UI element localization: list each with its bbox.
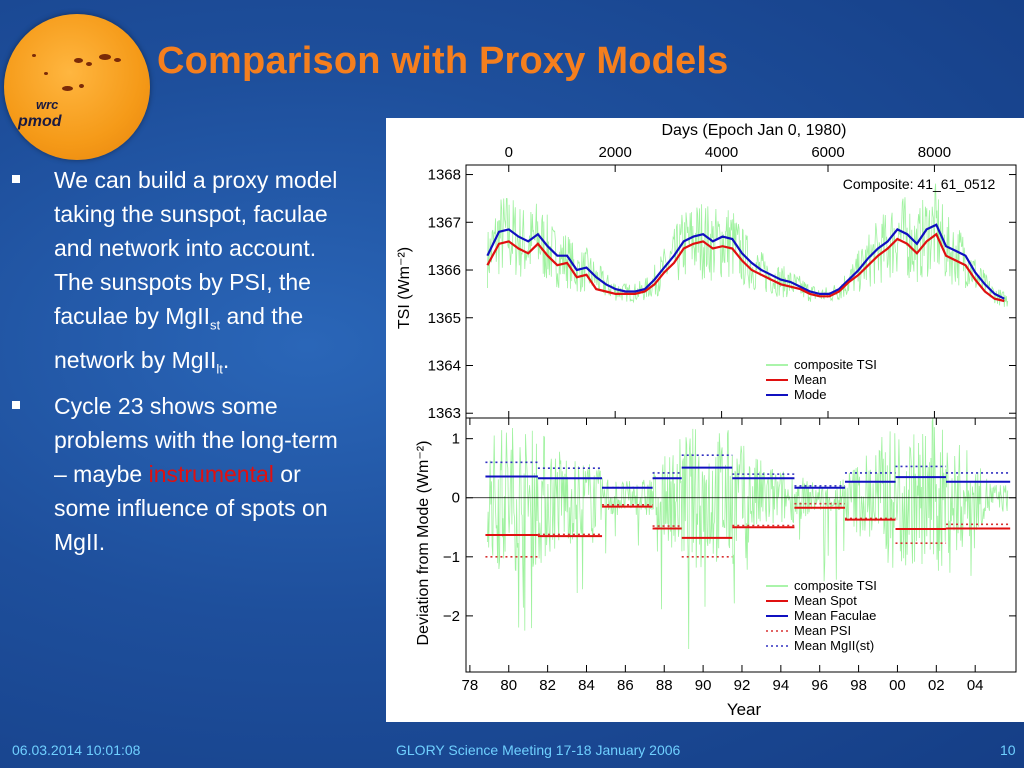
top-x-tick-label: 4000 (705, 144, 738, 161)
composite-deviation-line (487, 417, 1009, 650)
top-x-tick-label: 2000 (598, 144, 631, 161)
slide-title: Comparison with Proxy Models (157, 40, 729, 82)
logo-line-2: pmod (18, 113, 62, 130)
legend-label: Mean (794, 372, 827, 387)
y-tick-label: 1365 (428, 310, 461, 327)
sunspot-mark (62, 86, 73, 91)
subscript-st: st (209, 317, 221, 333)
sunspot-mark (79, 84, 84, 88)
bullet-item: We can build a proxy model taking the su… (12, 163, 342, 386)
mean-line (486, 232, 1005, 303)
sunspot-mark (114, 58, 121, 62)
top-legend: composite TSI Mean Mode (766, 357, 877, 402)
x-tick-label: 02 (928, 677, 945, 694)
bullet-item: Cycle 23 shows some problems with the lo… (12, 389, 342, 559)
sunspot-mark (32, 54, 36, 57)
x-tick-label: 86 (617, 677, 634, 694)
bullet-text: We can build a proxy model taking the su… (54, 167, 338, 329)
legend-label: composite TSI (794, 578, 877, 593)
x-tick-label: 04 (967, 677, 984, 694)
mode-line (486, 223, 1005, 300)
footer-date: 06.03.2014 10:01:08 (12, 742, 141, 758)
legend-label: Mode (794, 387, 827, 402)
highlight-text: instrumental (148, 461, 274, 488)
bottom-legend: composite TSI Mean Spot Mean Faculae Mea… (766, 578, 877, 653)
legend-label: composite TSI (794, 357, 877, 372)
bullet-text: Cycle 23 shows some problems with the lo… (54, 393, 338, 488)
sunspot-mark (74, 58, 83, 63)
sunspot-mark (99, 54, 111, 60)
y-tick-label: 1366 (428, 262, 461, 279)
x-tick-label: 92 (734, 677, 751, 694)
y-tick-label: 1363 (428, 405, 461, 422)
x-tick-label: 90 (695, 677, 712, 694)
top-proxy-lines (487, 183, 1009, 307)
footer-event: GLORY Science Meeting 17-18 January 2006 (396, 742, 681, 758)
bottom-composite-noise (487, 417, 1009, 650)
x-tick-label: 78 (462, 677, 479, 694)
sunspot-mark (44, 72, 48, 75)
x-tick-label: 84 (578, 677, 595, 694)
bullet-marker-icon (12, 175, 20, 183)
top-x-tick-label: 6000 (811, 144, 844, 161)
y-tick-label: 1367 (428, 214, 461, 231)
x-tick-label: 88 (656, 677, 673, 694)
axes: 1368 1367 1366 1365 1364 1363 1 0 −1 −2 78 80 82 84 86… (428, 144, 1017, 694)
bottom-plot-frame (465, 417, 1017, 673)
bullet-text: or some influence of spots on MgII. (54, 461, 328, 556)
top-x-tick-label: 8000 (918, 144, 951, 161)
x-tick-label: 80 (500, 677, 517, 694)
bottom-y-axis-label: Deviation from Mode (Wm⁻²) (415, 441, 432, 646)
y-tick-label: −2 (443, 608, 460, 625)
top-x-tick-label: 0 (505, 144, 513, 161)
y-tick-label: −1 (443, 549, 460, 566)
subscript-lt: lt (216, 361, 223, 377)
legend-label: Mean MgII(st) (794, 638, 874, 653)
top-plot-frame (465, 164, 1017, 419)
bullet-text: . (222, 346, 230, 373)
top-axis-label: Days (Epoch Jan 0, 1980) (662, 122, 847, 139)
y-tick-label: 0 (452, 490, 460, 507)
x-tick-label: 00 (889, 677, 906, 694)
bullet-text: and the network by MgII (54, 303, 304, 373)
logo-line-1: wrc (36, 97, 59, 112)
legend-label: Mean Faculae (794, 608, 876, 623)
bullet-list: We can build a proxy model taking the su… (12, 163, 342, 559)
x-tick-label: 96 (811, 677, 828, 694)
chart-panel: 1368 1367 1366 1365 1364 1363 1 0 −1 −2 78 80 82 84 86… (386, 118, 1024, 722)
composite-annotation: Composite: 41_61_0512 (843, 176, 996, 192)
y-tick-label: 1368 (428, 167, 461, 184)
legend-label: Mean Spot (794, 593, 857, 608)
series-lines (485, 223, 1011, 558)
pmod-sun-logo: wrc pmod (4, 14, 150, 160)
composite-tsi-line (487, 183, 1009, 307)
x-tick-label: 98 (850, 677, 867, 694)
chart-svg: 1368 1367 1366 1365 1364 1363 1 0 −1 −2 78 80 82 84 86… (396, 122, 1017, 719)
top-y-axis-label: TSI (Wm⁻²) (396, 247, 413, 329)
logo-wordmark: wrc pmod (18, 96, 98, 130)
sunspot-mark (86, 62, 92, 66)
x-tick-label: 94 (772, 677, 789, 694)
legend-label: Mean PSI (794, 623, 851, 638)
x-tick-label: 82 (539, 677, 556, 694)
x-axis-label: Year (727, 700, 762, 719)
footer-page-number: 10 (1000, 742, 1016, 758)
bullet-marker-icon (12, 401, 20, 410)
y-tick-label: 1 (452, 431, 460, 448)
y-tick-label: 1364 (428, 357, 461, 374)
